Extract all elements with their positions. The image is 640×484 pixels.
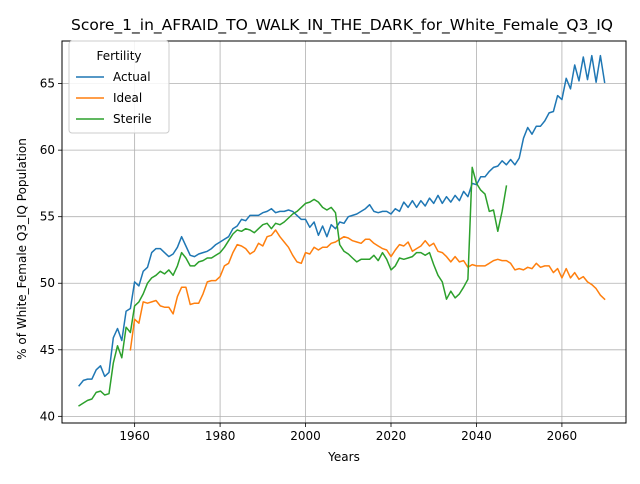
series-lines [78, 54, 606, 407]
legend-title: Fertility [96, 49, 141, 63]
x-tick-label: 1980 [205, 429, 236, 443]
x-tick-label: 1960 [119, 429, 150, 443]
x-axis-label: Years [327, 450, 360, 464]
y-tick-label: 60 [40, 143, 55, 157]
plot-area-frame [61, 40, 627, 424]
legend-box [68, 40, 170, 134]
x-tick-label: 2020 [376, 429, 407, 443]
legend: Fertility Actual Ideal Sterile [68, 40, 170, 134]
chart-title: Score_1_in_AFRAID_TO_WALK_IN_THE_DARK_fo… [71, 16, 613, 35]
x-tick-label: 2060 [547, 429, 578, 443]
legend-label-actual: Actual [113, 70, 151, 84]
y-tick-label: 50 [40, 276, 55, 290]
series-line-actual [78, 54, 606, 387]
x-axis-ticks: 1960 1980 2000 2020 2040 2060 [119, 423, 577, 443]
series-line-ideal [129, 229, 606, 351]
legend-label-sterile: Sterile [113, 112, 152, 126]
y-tick-label: 40 [40, 409, 55, 423]
y-tick-label: 65 [40, 77, 55, 91]
y-axis-label: % of White_Female Q3_IQ Population [15, 138, 29, 360]
grid [62, 41, 626, 423]
x-tick-label: 2000 [290, 429, 321, 443]
y-tick-label: 55 [40, 210, 55, 224]
series-line-sterile [78, 166, 508, 407]
legend-label-ideal: Ideal [113, 91, 142, 105]
x-tick-label: 2040 [461, 429, 492, 443]
legend-entries: Actual Ideal Sterile [76, 70, 152, 126]
y-tick-label: 45 [40, 343, 55, 357]
y-axis-ticks: 40 45 50 55 60 65 [40, 77, 62, 423]
